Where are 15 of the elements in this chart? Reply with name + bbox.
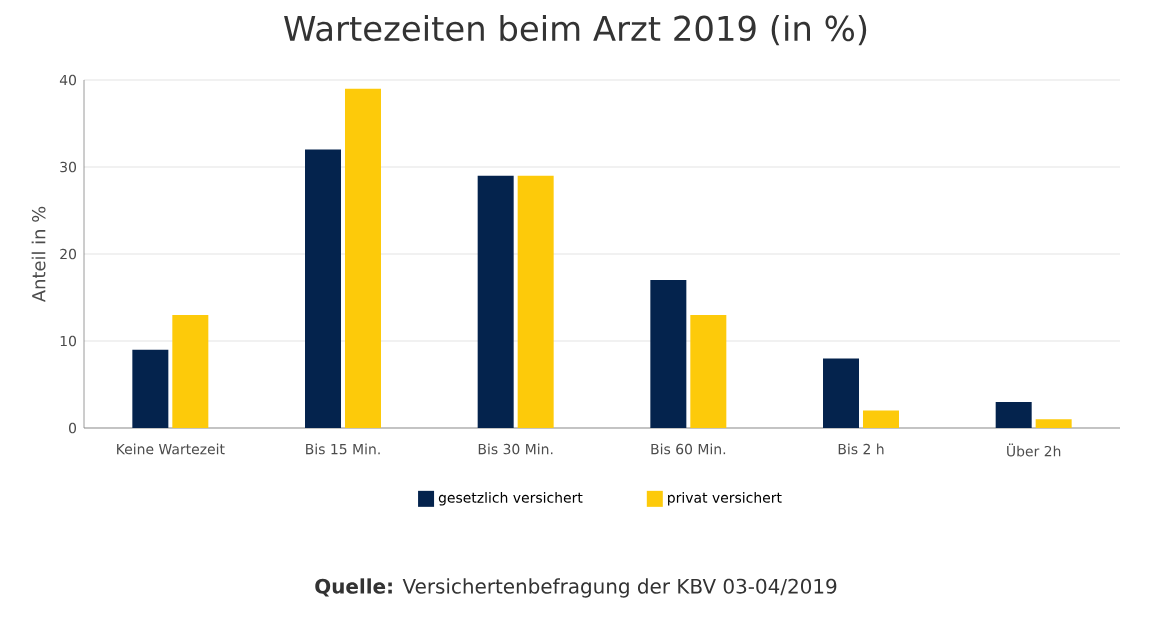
- bar: [132, 349, 169, 428]
- y-axis-title: Anteil in %: [31, 206, 46, 303]
- bar: [862, 410, 899, 428]
- bar: [1035, 419, 1072, 428]
- bar: [477, 175, 514, 428]
- bar: [650, 280, 687, 428]
- bar: [305, 149, 342, 428]
- bar: [823, 358, 860, 428]
- bar: [344, 88, 381, 428]
- bar: [995, 401, 1032, 428]
- text: Quelle: Versichertenbefragung der KBV 03-04/2019: [315, 578, 837, 598]
- bar: [690, 314, 727, 428]
- chart-title: Wartezeiten beim Arzt 2019 (in %): [284, 15, 867, 46]
- bar: [172, 314, 209, 428]
- bar: [517, 175, 554, 428]
